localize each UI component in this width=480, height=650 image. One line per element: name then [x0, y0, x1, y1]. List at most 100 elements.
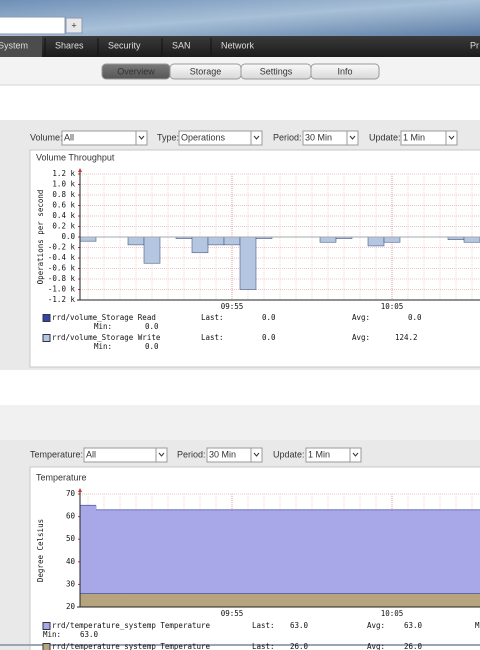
select-box[interactable] [302, 130, 359, 146]
area-step [320, 509, 337, 607]
bar [463, 236, 480, 243]
y-tick-label: 70 [66, 489, 76, 498]
area-step [416, 509, 433, 607]
nav-item[interactable]: Security [108, 40, 141, 50]
area-step [144, 509, 161, 607]
y-tick-label: 0.4 k [52, 211, 75, 220]
bar [367, 236, 385, 247]
y-tick-label: 30 [66, 579, 76, 588]
legend-value: 63.0 [80, 630, 99, 639]
area-step [128, 509, 145, 607]
area-step [368, 509, 385, 607]
area-step [160, 509, 177, 607]
nav-item[interactable]: SAN [172, 40, 191, 50]
nav-bar [0, 36, 480, 57]
legend-swatch [42, 622, 51, 630]
legend-label: Last: [252, 621, 275, 630]
select-box[interactable] [206, 447, 263, 463]
y-tick-label: -1.0 k [48, 285, 76, 294]
area-step [400, 593, 417, 607]
tab[interactable] [0, 16, 66, 35]
select-arrow [138, 135, 145, 140]
select-box[interactable] [61, 130, 148, 146]
select-box[interactable] [83, 447, 168, 463]
legend-value: 0.0 [262, 313, 276, 322]
area-step [240, 593, 257, 607]
filter-label: Type: [157, 132, 179, 142]
filter-label: Temperature: [30, 449, 83, 459]
legend-value: 63.0 [404, 621, 423, 630]
legend-name: rrd/temperature_systemp Temperature [52, 642, 211, 650]
select-value: 30 Min [209, 449, 236, 459]
select-arrow [253, 452, 260, 457]
legend-swatch [42, 314, 51, 322]
y-tick-label: 1.0 k [52, 180, 75, 189]
legend-value: 26.0 [290, 642, 309, 650]
area-step [112, 509, 129, 607]
legend-name: rrd/temperature_systemp Temperature [52, 621, 211, 630]
select-box[interactable] [400, 130, 458, 146]
legend-label: Min: [94, 322, 112, 331]
legend-label: Last: [201, 333, 224, 342]
area-step [176, 509, 193, 607]
legend-swatch [42, 643, 51, 650]
nav-item[interactable]: Pr [470, 40, 479, 50]
nav-item[interactable]: Network [221, 40, 255, 50]
select-box[interactable] [178, 130, 263, 146]
x-tick-label: 10:05 [381, 302, 404, 311]
y-tick-label: -1.2 k [48, 295, 76, 304]
filter-label: Period: [273, 132, 302, 142]
nav-selected [0, 36, 42, 57]
subnav-label: Storage [190, 66, 222, 76]
area-step [384, 593, 401, 607]
area-step [304, 593, 321, 607]
select-arrow [352, 452, 359, 457]
area-step [96, 509, 113, 607]
filter-label: Period: [177, 449, 206, 459]
legend-value: 26.0 [404, 642, 423, 650]
nav-item[interactable]: System [0, 40, 28, 50]
area-step [272, 509, 289, 607]
area-step [80, 505, 97, 607]
subnav-label: Settings [260, 66, 293, 76]
axis-arrow [78, 488, 82, 492]
axis-arrow [78, 168, 82, 172]
select-box[interactable] [305, 447, 362, 463]
legend-value: 124.2 [395, 333, 418, 342]
y-tick-label: 0.0 [61, 232, 75, 241]
subnav-button[interactable] [310, 63, 380, 80]
area-step [208, 509, 225, 607]
legend-label: Avg: [367, 642, 385, 650]
select-value: 1 Min [403, 132, 425, 142]
filter-label: Update: [273, 449, 305, 459]
y-tick-label: -0.8 k [48, 274, 76, 283]
area-step [192, 593, 209, 607]
area-step [128, 593, 145, 607]
legend-value: 0.0 [262, 333, 276, 342]
area-step [144, 593, 161, 607]
area-step [80, 593, 97, 607]
select-arrow [349, 135, 356, 140]
legend-label: Max: [475, 621, 480, 630]
nav-item[interactable]: Shares [55, 40, 84, 50]
legend-label: Last: [252, 642, 275, 650]
legend-label: Last: [201, 313, 224, 322]
bar [191, 236, 209, 254]
area-step [400, 509, 417, 607]
new-tab-button[interactable] [65, 17, 83, 34]
area-step [176, 593, 193, 607]
select-value: Operations [181, 132, 226, 142]
area-step [432, 593, 449, 607]
y-tick-label: 0.8 k [52, 190, 75, 199]
area-step [272, 593, 289, 607]
area-step [288, 593, 305, 607]
y-tick-label: 60 [66, 512, 76, 521]
x-tick-label: 09:55 [221, 609, 244, 618]
legend-name: rrd/volume_Storage Read [52, 313, 156, 322]
area-step [192, 509, 209, 607]
legend-label: Avg: [352, 313, 370, 322]
select-value: All [86, 449, 96, 459]
bar [79, 236, 97, 242]
subnav-label: Overview [117, 66, 155, 76]
